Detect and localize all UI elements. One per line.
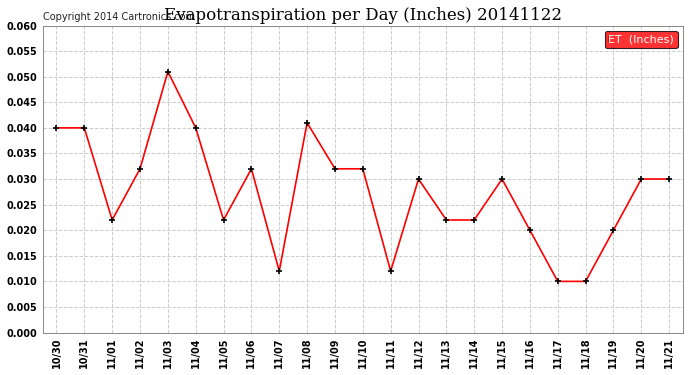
Legend: ET  (Inches): ET (Inches) — [605, 31, 678, 48]
Title: Evapotranspiration per Day (Inches) 20141122: Evapotranspiration per Day (Inches) 2014… — [164, 7, 562, 24]
Text: Copyright 2014 Cartronics.com: Copyright 2014 Cartronics.com — [43, 12, 195, 22]
